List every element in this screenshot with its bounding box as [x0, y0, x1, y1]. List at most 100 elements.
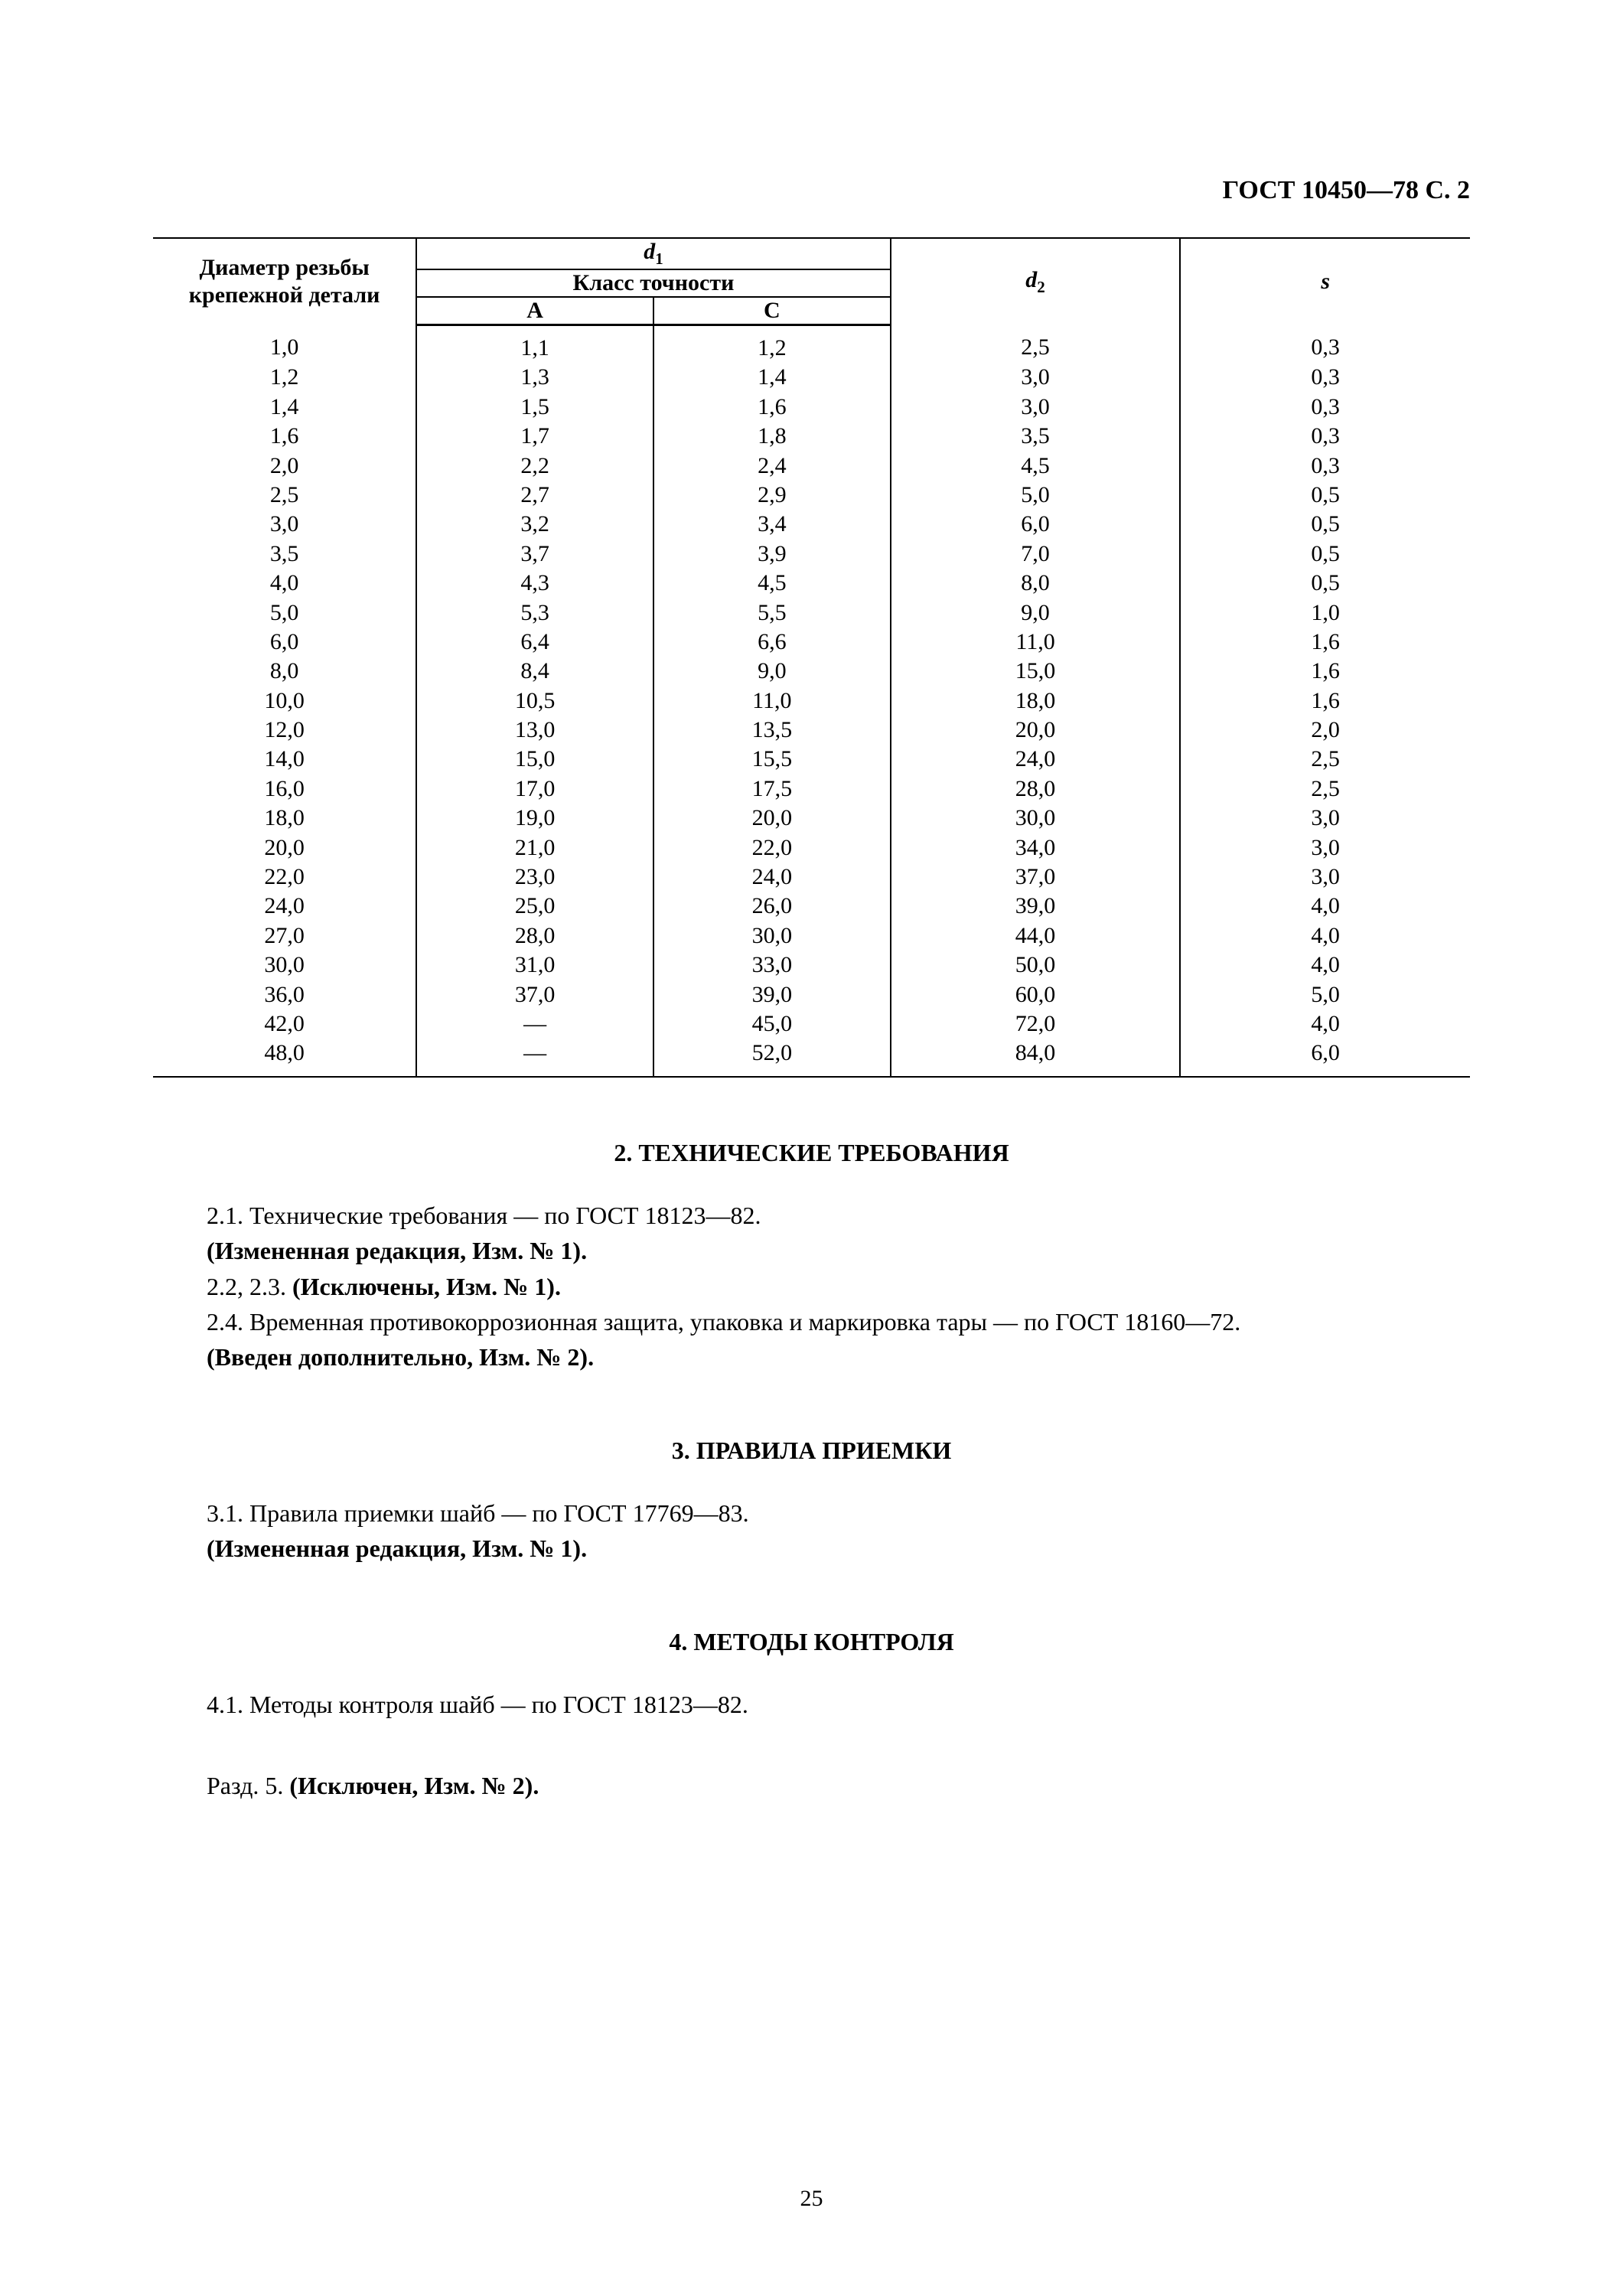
d2-letter: d [1025, 267, 1037, 292]
table-cell: 12,0 [153, 716, 416, 745]
table-cell: 4,0 [1180, 951, 1470, 980]
table-cell: 4,5 [891, 452, 1181, 481]
table-cell: 72,0 [891, 1009, 1181, 1039]
para-3-1: 3.1. Правила приемки шайб — по ГОСТ 1776… [153, 1495, 1470, 1531]
table-cell: 34,0 [891, 833, 1181, 863]
table-cell: 1,2 [653, 325, 891, 364]
table-row: 42,0—45,072,04,0 [153, 1009, 1470, 1039]
table-cell: 3,5 [891, 422, 1181, 451]
table-cell: 2,0 [153, 452, 416, 481]
para-4-1: 4.1. Методы контроля шайб — по ГОСТ 1812… [153, 1687, 1470, 1722]
table-cell: 0,5 [1180, 481, 1470, 510]
table-cell: 3,0 [1180, 804, 1470, 833]
table-cell: 7,0 [891, 540, 1181, 569]
table-cell: 11,0 [891, 628, 1181, 657]
para-2-2-3: 2.2, 2.3. (Исключены, Изм. № 1). [153, 1269, 1470, 1304]
col-header-class-c: C [653, 297, 891, 325]
dimension-table-wrap: Диаметр резьбы крепежной детали d1 d2 s … [153, 237, 1470, 1078]
para-5-bold: (Исключен, Изм. № 2). [289, 1772, 539, 1799]
table-cell: — [416, 1009, 653, 1039]
table-row: 6,06,46,611,01,6 [153, 628, 1470, 657]
table-cell: 1,6 [1180, 628, 1470, 657]
table-row: 5,05,35,59,01,0 [153, 598, 1470, 628]
col-header-klass: Класс точности [416, 269, 891, 297]
table-cell: 3,9 [653, 540, 891, 569]
col-header-s: s [1180, 238, 1470, 325]
table-row: 20,021,022,034,03,0 [153, 833, 1470, 863]
page: ГОСТ 10450—78 С. 2 Диаметр резьбы крепеж… [0, 0, 1623, 2296]
table-cell: 2,4 [653, 452, 891, 481]
table-cell: 3,7 [416, 540, 653, 569]
table-cell: 1,0 [153, 325, 416, 364]
table-cell: 3,4 [653, 510, 891, 539]
table-cell: 6,4 [416, 628, 653, 657]
table-cell: 1,6 [1180, 687, 1470, 716]
table-cell: 13,5 [653, 716, 891, 745]
table-cell: 1,0 [1180, 598, 1470, 628]
table-cell: 11,0 [653, 687, 891, 716]
para-2-1: 2.1. Технические требования — по ГОСТ 18… [153, 1198, 1470, 1233]
table-cell: 2,5 [153, 481, 416, 510]
table-row: 1,01,11,22,50,3 [153, 325, 1470, 364]
table-row: 12,013,013,520,02,0 [153, 716, 1470, 745]
table-cell: 16,0 [153, 775, 416, 804]
table-cell: 1,6 [153, 422, 416, 451]
table-cell: 4,0 [153, 569, 416, 598]
table-cell: 15,0 [416, 745, 653, 774]
table-cell: 24,0 [153, 892, 416, 921]
col-header-diameter-line2: крепежной детали [189, 282, 380, 308]
table-cell: 5,0 [153, 598, 416, 628]
table-row: 3,03,23,46,00,5 [153, 510, 1470, 539]
doc-reference: ГОСТ 10450—78 С. 2 [1223, 176, 1470, 205]
table-row: 14,015,015,524,02,5 [153, 745, 1470, 774]
table-cell: — [416, 1039, 653, 1076]
table-cell: 4,0 [1180, 1009, 1470, 1039]
table-cell: 45,0 [653, 1009, 891, 1039]
table-cell: 52,0 [653, 1039, 891, 1076]
table-cell: 22,0 [653, 833, 891, 863]
table-cell: 4,3 [416, 569, 653, 598]
table-cell: 1,6 [1180, 657, 1470, 686]
table-cell: 0,3 [1180, 393, 1470, 422]
table-cell: 10,0 [153, 687, 416, 716]
table-cell: 20,0 [891, 716, 1181, 745]
table-cell: 37,0 [891, 863, 1181, 892]
table-cell: 27,0 [153, 921, 416, 951]
page-number: 25 [0, 2186, 1623, 2212]
table-row: 48,0—52,084,06,0 [153, 1039, 1470, 1076]
table-cell: 1,8 [653, 422, 891, 451]
table-cell: 14,0 [153, 745, 416, 774]
table-row: 36,037,039,060,05,0 [153, 980, 1470, 1009]
table-cell: 28,0 [891, 775, 1181, 804]
table-cell: 0,3 [1180, 422, 1470, 451]
col-header-class-a: A [416, 297, 653, 325]
table-cell: 3,0 [1180, 833, 1470, 863]
table-cell: 3,2 [416, 510, 653, 539]
table-cell: 23,0 [416, 863, 653, 892]
table-cell: 1,4 [653, 363, 891, 392]
table-cell: 1,2 [153, 363, 416, 392]
table-cell: 3,5 [153, 540, 416, 569]
table-cell: 2,7 [416, 481, 653, 510]
section-3-body: 3.1. Правила приемки шайб — по ГОСТ 1776… [153, 1495, 1470, 1567]
para-5: Разд. 5. (Исключен, Изм. № 2). [153, 1768, 1470, 1803]
table-cell: 0,5 [1180, 569, 1470, 598]
table-head: Диаметр резьбы крепежной детали d1 d2 s … [153, 238, 1470, 325]
table-cell: 8,4 [416, 657, 653, 686]
table-row: 30,031,033,050,04,0 [153, 951, 1470, 980]
table-cell: 17,0 [416, 775, 653, 804]
table-cell: 39,0 [653, 980, 891, 1009]
table-cell: 5,3 [416, 598, 653, 628]
col-header-diameter: Диаметр резьбы крепежной детали [153, 238, 416, 325]
table-cell: 36,0 [153, 980, 416, 1009]
section-2-body: 2.1. Технические требования — по ГОСТ 18… [153, 1198, 1470, 1375]
table-cell: 0,3 [1180, 363, 1470, 392]
table-cell: 33,0 [653, 951, 891, 980]
table-cell: 0,5 [1180, 510, 1470, 539]
table-cell: 17,5 [653, 775, 891, 804]
table-row: 1,41,51,63,00,3 [153, 393, 1470, 422]
table-row: 10,010,511,018,01,6 [153, 687, 1470, 716]
table-cell: 2,2 [416, 452, 653, 481]
para-3-1-note: (Измененная редакция, Изм. № 1). [153, 1531, 1470, 1566]
table-cell: 0,3 [1180, 325, 1470, 364]
